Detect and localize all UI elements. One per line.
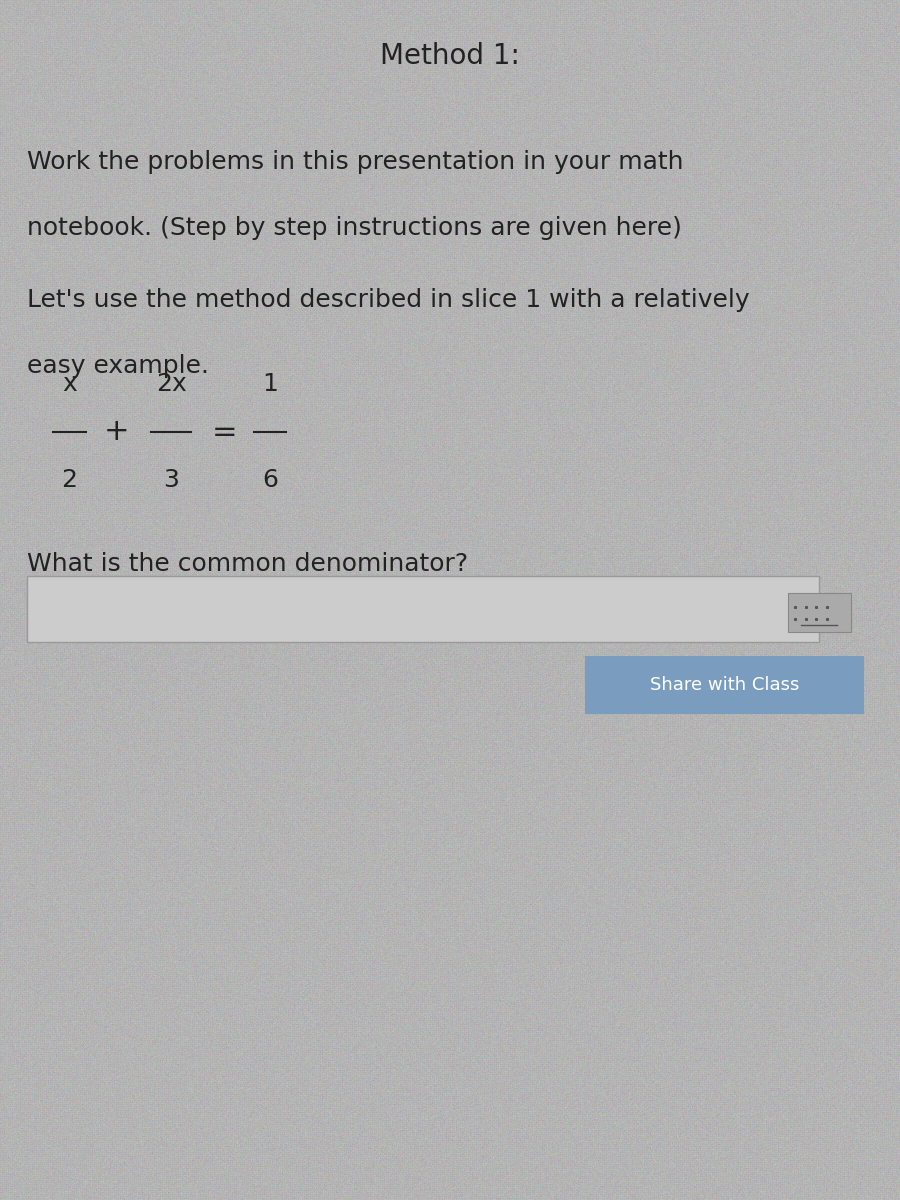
FancyBboxPatch shape	[788, 593, 850, 632]
FancyBboxPatch shape	[27, 576, 819, 642]
Text: 2: 2	[61, 468, 77, 492]
Text: 6: 6	[262, 468, 278, 492]
Text: 1: 1	[262, 372, 278, 396]
Text: easy example.: easy example.	[27, 354, 209, 378]
Text: Work the problems in this presentation in your math: Work the problems in this presentation i…	[27, 150, 683, 174]
Text: Share with Class: Share with Class	[650, 676, 799, 694]
Text: Method 1:: Method 1:	[380, 42, 520, 70]
Text: 2x: 2x	[156, 372, 186, 396]
Text: x: x	[62, 372, 77, 396]
Text: What is the common denominator?: What is the common denominator?	[27, 552, 468, 576]
Text: Let's use the method described in slice 1 with a relatively: Let's use the method described in slice …	[27, 288, 750, 312]
Text: notebook. (Step by step instructions are given here): notebook. (Step by step instructions are…	[27, 216, 682, 240]
Text: =: =	[212, 418, 238, 446]
Text: +: +	[104, 418, 130, 446]
Text: 3: 3	[163, 468, 179, 492]
FancyBboxPatch shape	[585, 656, 864, 714]
